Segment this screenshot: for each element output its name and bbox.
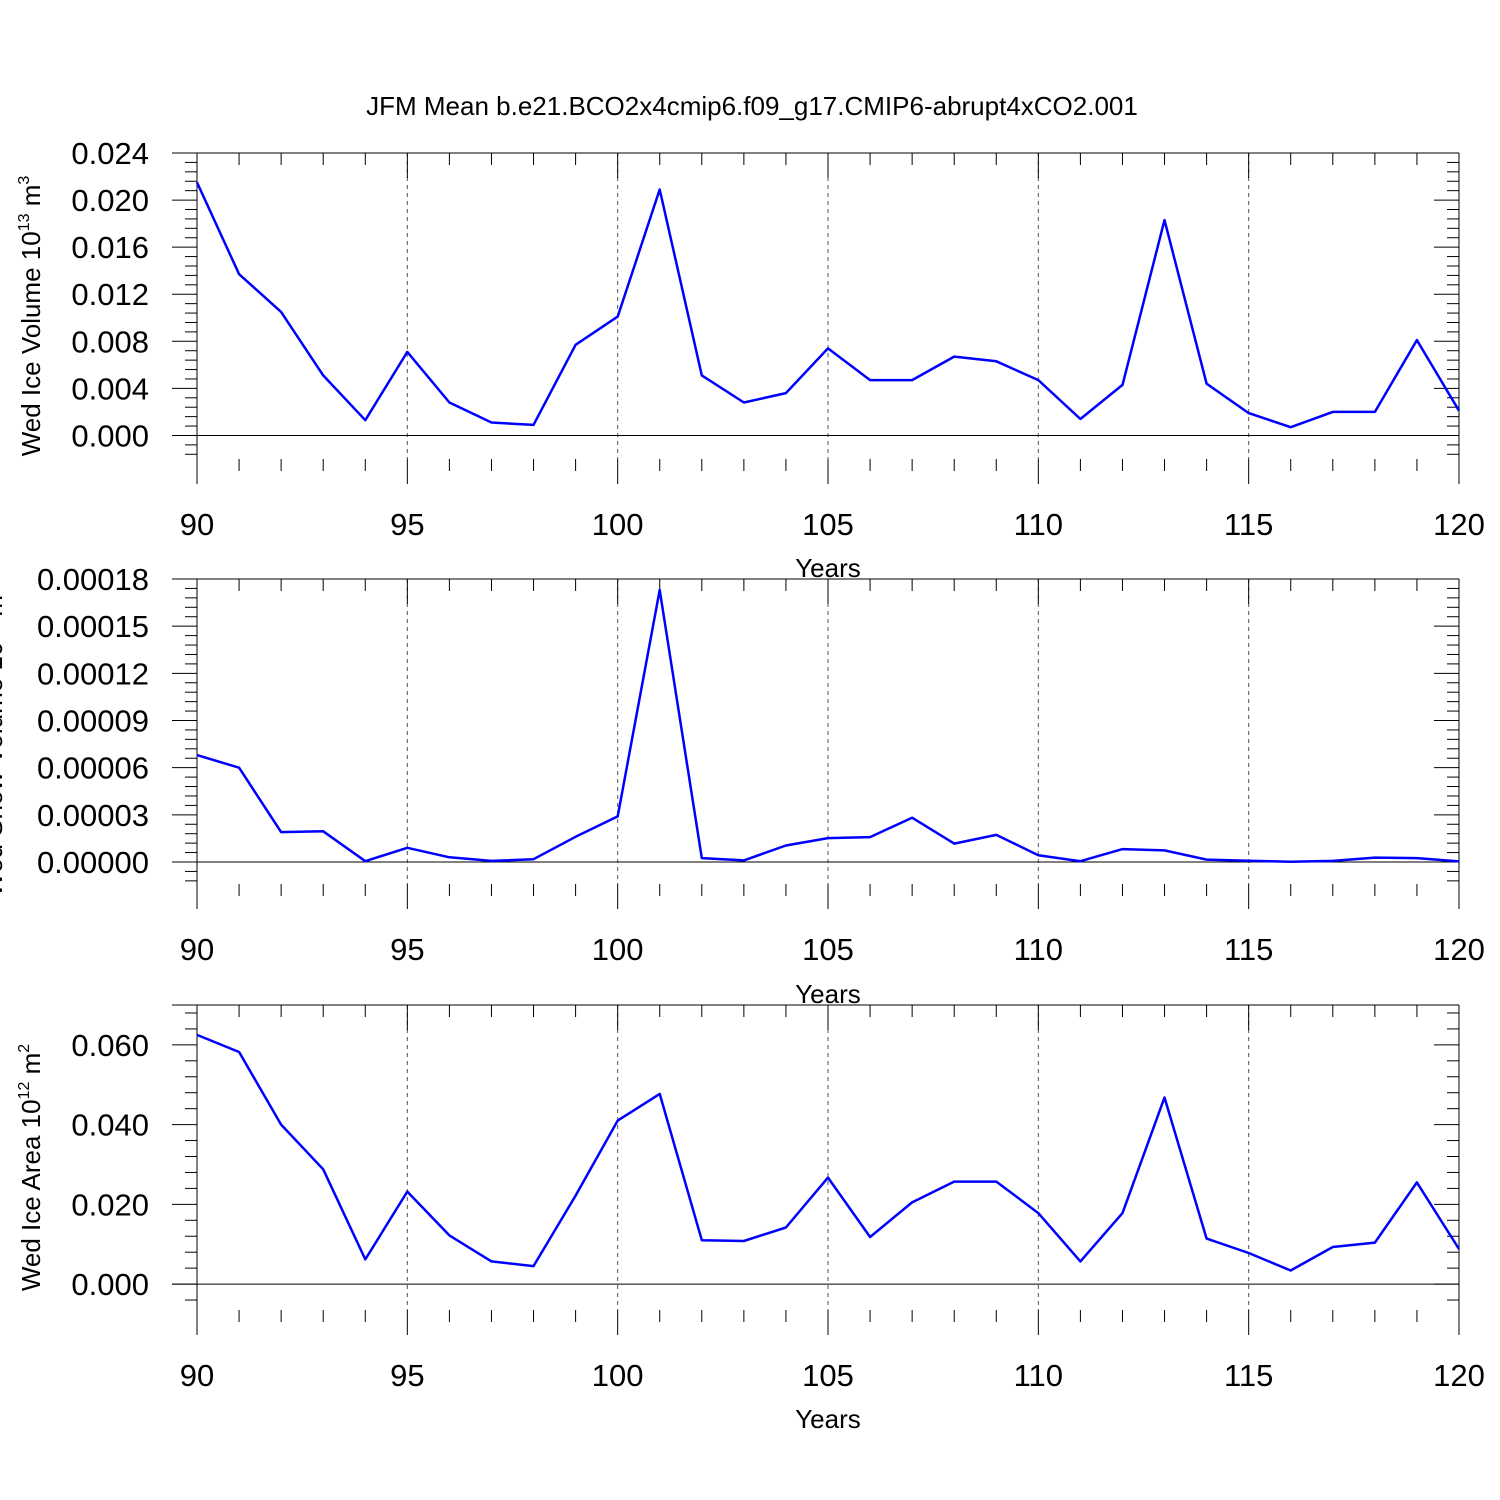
x-tick-label: 110 [1014, 932, 1063, 967]
x-tick-label: 110 [1014, 1358, 1063, 1393]
y-tick-label: 0.020 [71, 1187, 149, 1222]
y-tick-label: 0.040 [71, 1108, 149, 1143]
y-axis-label-unit: m [0, 595, 8, 624]
y-tick-label: 0.016 [71, 230, 149, 265]
y-axis-label-main: Wed Ice Volume 10 [16, 231, 46, 456]
x-tick-label: 105 [802, 932, 854, 967]
y-axis-label-unit-exp: 3 [16, 176, 33, 185]
y-axis-label-unit: m [16, 185, 46, 214]
x-tick-label: 115 [1224, 932, 1273, 967]
y-tick-label: 0.00006 [37, 751, 149, 786]
x-tick-label: 95 [390, 1358, 424, 1393]
y-axis-label-unit-exp: 2 [16, 1044, 33, 1053]
y-axis-label-main: Wed Ice Area 10 [16, 1099, 46, 1291]
x-tick-label: 110 [1014, 507, 1063, 542]
chart-panel-2: 0.00000 0.00003 0.00006 0.00009 0.00012 0.000… [0, 562, 1485, 1009]
chart-panel-3: 0.000 0.020 0.040 0.060 90 95 100 105 110 115 120 Y… [16, 1004, 1485, 1434]
y-axis-label-exp: 13 [16, 213, 33, 231]
x-tick-label: 105 [802, 507, 854, 542]
y-tick-label: 0.008 [71, 324, 149, 359]
y-tick-label: 0.000 [71, 1267, 149, 1302]
panels: 0.000 0.004 0.008 0.012 0.016 0.020 0.024 90 95 1… [0, 136, 1485, 1434]
x-tick-label: 90 [180, 507, 214, 542]
y-tick-label: 0.020 [71, 183, 149, 218]
x-tick-label: 100 [592, 1358, 644, 1393]
x-axis-label: Years [795, 979, 861, 1009]
series-line [195, 181, 1461, 429]
y-tick-label: 0.024 [71, 136, 149, 171]
x-tick-label: 115 [1224, 1358, 1273, 1393]
x-tick-label: 95 [390, 507, 424, 542]
y-tick-label: 0.060 [71, 1028, 149, 1063]
x-tick-label: 120 [1433, 1358, 1485, 1393]
y-axis-label: Wed Ice Volume 1013 m3 [16, 176, 46, 457]
x-tick-label: 105 [802, 1358, 854, 1393]
y-tick-label: 0.00009 [37, 703, 149, 738]
x-tick-label: 120 [1433, 507, 1485, 542]
y-axis-label: Wed Snow Volume 1013 m3 [0, 586, 8, 897]
x-axis-label: Years [795, 553, 861, 583]
y-tick-label: 0.004 [71, 371, 149, 406]
y-axis-label: Wed Ice Area 1012 m2 [16, 1044, 46, 1291]
x-tick-label: 95 [390, 932, 424, 967]
y-tick-label: 0.00012 [37, 656, 149, 691]
x-tick-label: 90 [180, 932, 214, 967]
y-tick-label: 0.00000 [37, 845, 149, 880]
y-tick-label: 0.00018 [37, 562, 149, 597]
y-axis-label-exp: 12 [16, 1082, 33, 1100]
x-tick-label: 120 [1433, 932, 1485, 967]
y-axis-label-main: Wed Snow Volume 10 [0, 642, 8, 897]
x-axis-label: Years [795, 1404, 861, 1434]
y-tick-label: 0.000 [71, 418, 149, 453]
x-tick-label: 90 [180, 1358, 214, 1393]
x-tick-label: 115 [1224, 507, 1273, 542]
y-tick-label: 0.012 [71, 277, 149, 312]
series-line [196, 1033, 1461, 1272]
chart-panel-1: 0.000 0.004 0.008 0.012 0.016 0.020 0.024 90 95 1… [16, 136, 1485, 583]
y-axis-label-unit: m [16, 1053, 46, 1082]
y-tick-label: 0.00015 [37, 609, 149, 644]
x-tick-label: 100 [592, 932, 644, 967]
chart-title: JFM Mean b.e21.BCO2x4cmip6.f09_g17.CMIP6… [366, 91, 1138, 121]
y-tick-label: 0.00003 [37, 798, 149, 833]
x-tick-label: 100 [592, 507, 644, 542]
